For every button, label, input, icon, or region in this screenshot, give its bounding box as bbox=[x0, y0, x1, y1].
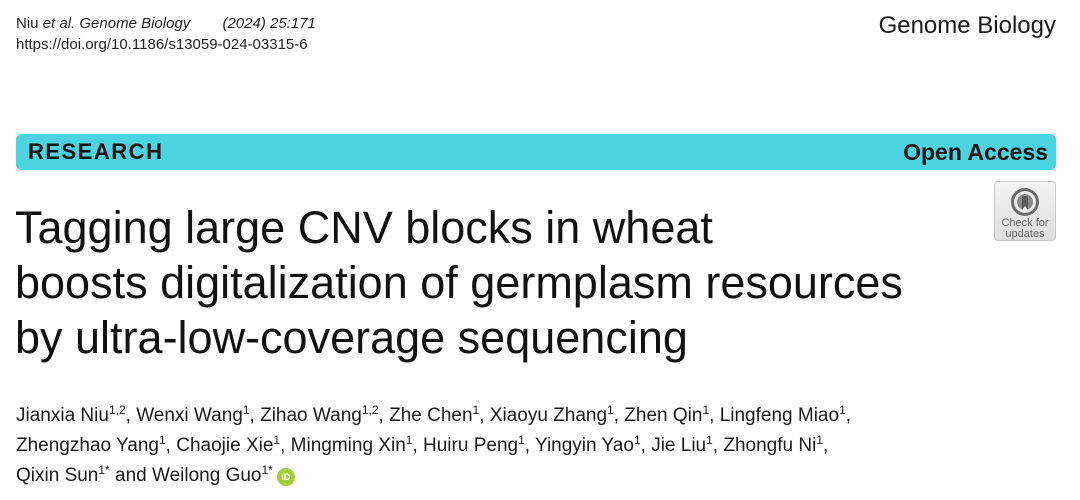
citation-year-volume: (2024) 25:171 bbox=[222, 15, 316, 32]
author-affiliation: 1 bbox=[158, 433, 166, 447]
journal-name: Genome Biology bbox=[878, 12, 1056, 39]
author-separator: , bbox=[412, 435, 424, 456]
author-name: Huiru Peng bbox=[423, 435, 519, 456]
author-name: Zhengzhao Yang bbox=[16, 435, 159, 456]
author-affiliation: 1 bbox=[405, 433, 413, 447]
author-affiliation: 1 bbox=[816, 433, 823, 447]
citation-journal: Genome Biology bbox=[79, 15, 191, 32]
author-line: Qixin Sun1* and Weilong Guo1* iD bbox=[16, 461, 1066, 491]
author-separator: , bbox=[165, 435, 177, 456]
author-name: Zihao Wang bbox=[260, 405, 362, 426]
author-name: Lingfeng Miao bbox=[719, 405, 840, 426]
author-name: Zhe Chen bbox=[389, 405, 473, 426]
author-affiliation: 1 bbox=[607, 403, 614, 417]
author-separator: , bbox=[709, 405, 720, 426]
author-line: Zhengzhao Yang1, Chaojie Xie1, Mingming … bbox=[16, 431, 1066, 461]
author-name: Zhen Qin bbox=[624, 405, 703, 426]
title-line: Tagging large CNV blocks in wheat bbox=[15, 202, 713, 253]
author-separator: , bbox=[640, 435, 652, 456]
check-for-updates-line2: updates bbox=[1005, 228, 1045, 240]
author-affiliation: 1 bbox=[706, 433, 713, 447]
author-name: Qixin Sun bbox=[16, 465, 99, 486]
citation-line: Niu et al. Genome Biology (2024) 25:171 bbox=[16, 13, 316, 34]
author-affiliation: 1 bbox=[472, 403, 480, 417]
author-affiliation: 1* bbox=[98, 463, 110, 477]
author-name: Jie Liu bbox=[651, 435, 707, 456]
author-separator: , bbox=[125, 405, 137, 426]
author-name: Jianxia Niu bbox=[16, 405, 109, 426]
author-joiner: and bbox=[109, 465, 152, 486]
open-access-label: Open Access bbox=[903, 138, 1048, 165]
article-title: Tagging large CNV blocks in wheat boosts… bbox=[15, 200, 1015, 365]
author-affiliation: 1,2 bbox=[361, 403, 379, 417]
author-name: Chaojie Xie bbox=[176, 435, 274, 456]
author-separator: , bbox=[845, 405, 852, 426]
doi-link[interactable]: https://doi.org/10.1186/s13059-024-03315… bbox=[16, 36, 308, 53]
author-line: Jianxia Niu1,2, Wenxi Wang1, Zihao Wang1… bbox=[16, 401, 1066, 431]
author-separator: , bbox=[712, 435, 724, 456]
author-separator: , bbox=[479, 405, 490, 426]
author-affiliation: 1* bbox=[261, 463, 273, 477]
author-separator: , bbox=[280, 435, 291, 456]
author-separator: , bbox=[378, 405, 390, 426]
author-affiliation: 1 bbox=[242, 403, 250, 417]
author-name: Xiaoyu Zhang bbox=[489, 405, 608, 426]
citation-etal: et al. bbox=[42, 15, 76, 32]
author-name: Wenxi Wang bbox=[136, 405, 243, 426]
citation-author: Niu bbox=[16, 15, 39, 32]
author-affiliation: 1 bbox=[518, 433, 525, 447]
author-name: Yingyin Yao bbox=[534, 435, 634, 456]
author-list: Jianxia Niu1,2, Wenxi Wang1, Zihao Wang1… bbox=[16, 401, 1066, 491]
author-separator: , bbox=[823, 435, 829, 456]
check-for-updates-line1: Check for bbox=[1001, 217, 1049, 229]
author-affiliation: 1 bbox=[633, 433, 641, 447]
author-name: Mingming Xin bbox=[290, 435, 406, 456]
check-for-updates-button[interactable]: Check for updates bbox=[994, 181, 1056, 241]
author-separator: , bbox=[249, 405, 261, 426]
author-affiliation: 1 bbox=[702, 403, 710, 417]
author-affiliation: 1,2 bbox=[108, 403, 126, 417]
author-separator: , bbox=[524, 435, 535, 456]
citation-header: Niu et al. Genome Biology (2024) 25:171 … bbox=[16, 13, 316, 55]
author-affiliation: 1 bbox=[273, 433, 281, 447]
author-name: Weilong Guo bbox=[151, 465, 262, 486]
article-type: RESEARCH bbox=[28, 139, 164, 164]
article-type-banner: RESEARCH Open Access bbox=[16, 134, 1056, 170]
title-line: boosts digitalization of germplasm resou… bbox=[15, 257, 903, 308]
author-name: Zhongfu Ni bbox=[723, 435, 817, 456]
title-line: by ultra-low-coverage sequencing bbox=[15, 312, 688, 363]
orcid-icon[interactable]: iD bbox=[276, 468, 295, 486]
author-affiliation: 1 bbox=[839, 403, 846, 417]
crossmark-icon bbox=[1011, 188, 1039, 216]
author-separator: , bbox=[613, 405, 625, 426]
